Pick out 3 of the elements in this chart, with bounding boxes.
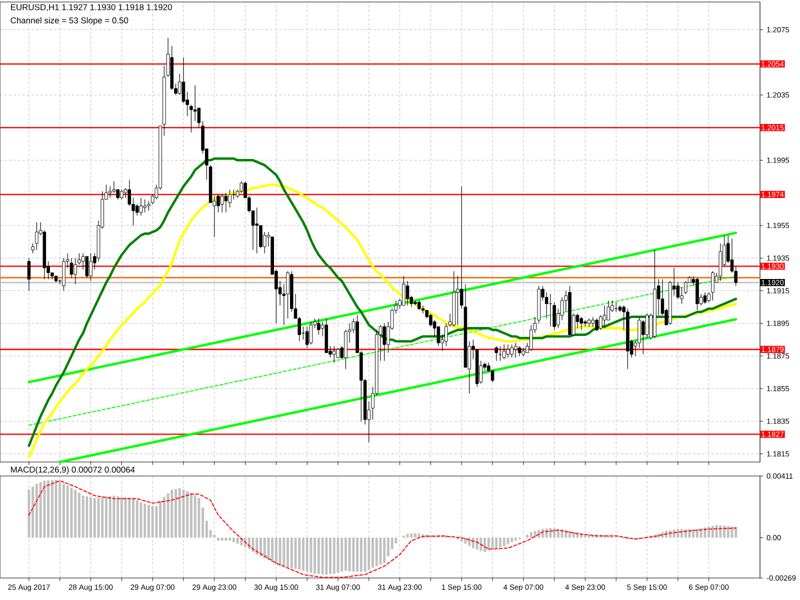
text: Channel size = 53 Slope = 0.50	[10, 17, 128, 26]
chart-title: MACD(12,26,9) 0.00072 0.00064	[11, 466, 135, 474]
chart-title: EURUSD,H1 1.1927 1.1930 1.1918 1.1920	[11, 4, 172, 12]
